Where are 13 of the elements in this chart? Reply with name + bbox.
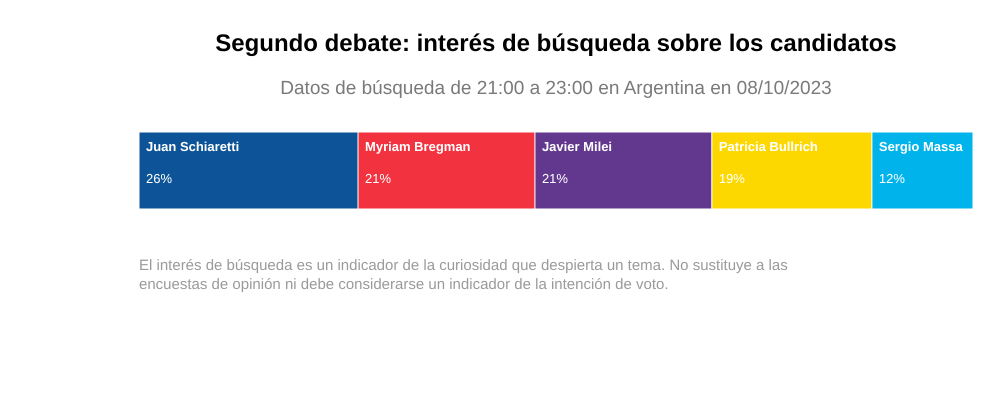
series-label: Myriam Bregman <box>365 139 471 154</box>
series-label: Juan Schiaretti <box>146 139 240 154</box>
chart-subtitle: Datos de búsqueda de 21:00 a 23:00 en Argentina en 08/10/2023 <box>280 78 832 99</box>
data-label: 12% <box>878 171 906 186</box>
data-label: 26% <box>146 171 172 186</box>
chart-title: Segundo debate: interés de búsqueda sobre los candidatos <box>215 30 897 57</box>
data-label: 19% <box>718 171 746 186</box>
series-label: Javier Milei <box>542 139 612 154</box>
data-label: 21% <box>365 171 392 186</box>
series-label: Patricia Bullrich <box>718 139 818 154</box>
data-label: 21% <box>542 171 568 186</box>
text: El interés de búsqueda es un indicador de la curiosidad que despierta un tema. No sustituye a las encuestas de opinión ni debe considerarse un indicador de la intención de voto. <box>139 256 789 294</box>
series-label: Sergio Massa <box>878 139 964 154</box>
